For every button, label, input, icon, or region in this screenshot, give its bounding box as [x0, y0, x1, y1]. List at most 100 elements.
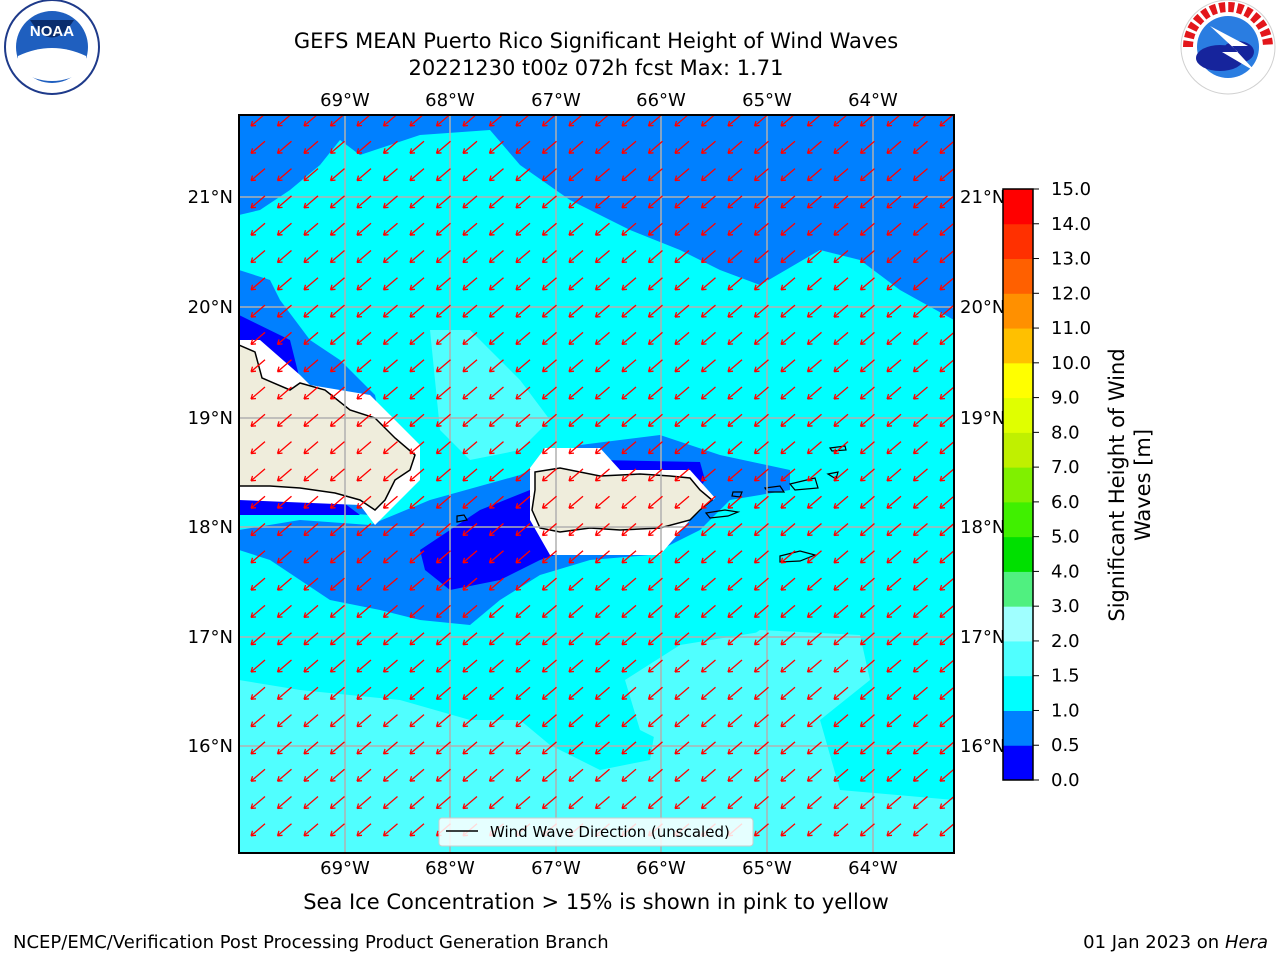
wave-arrow — [250, 741, 266, 755]
wave-arrow — [409, 468, 425, 482]
wave-arrow — [276, 441, 292, 455]
wave-arrow — [886, 195, 902, 209]
wave-arrow — [329, 277, 345, 291]
lon-label-bottom-66w: 66°W — [636, 858, 686, 879]
lon-label-bottom-65w: 65°W — [742, 858, 792, 879]
wave-arrow — [753, 577, 769, 591]
wave-arrow — [780, 277, 796, 291]
wave-arrow — [621, 140, 637, 154]
wave-arrow — [700, 686, 716, 700]
wave-arrow — [329, 714, 345, 728]
wave-arrow — [488, 222, 504, 236]
wave-arrow — [806, 250, 822, 264]
wave-arrow — [515, 195, 531, 209]
wave-arrow — [382, 413, 398, 427]
wave-arrow — [303, 495, 319, 509]
colorbar-tick-label: 1.5 — [1051, 666, 1080, 687]
wave-arrow — [409, 577, 425, 591]
wave-arrow — [250, 604, 266, 619]
wave-arrow — [276, 577, 292, 591]
wave-arrow — [276, 550, 292, 564]
wave-arrow — [833, 768, 849, 782]
wave-arrow — [886, 632, 902, 646]
wave-arrow — [939, 659, 954, 673]
wave-arrow — [329, 304, 345, 318]
wave-arrow — [488, 604, 504, 619]
wave-arrow — [250, 195, 266, 209]
wave-arrow — [462, 495, 478, 509]
wave-arrow — [806, 741, 822, 755]
wave-arrow — [382, 714, 398, 728]
wave-arrow — [912, 140, 928, 154]
wave-arrow — [250, 577, 266, 591]
lon-label-top-67w: 67°W — [531, 90, 581, 111]
wave-arrow — [435, 277, 451, 291]
wave-arrow — [674, 386, 690, 400]
wave-arrow — [541, 659, 557, 673]
colorbar-segment — [1003, 362, 1033, 399]
wave-arrow — [700, 195, 716, 209]
colorbar-tick-label: 11.0 — [1051, 318, 1091, 339]
wave-arrow — [250, 277, 266, 291]
wave-arrow — [727, 550, 743, 564]
wave-arrow — [329, 495, 345, 509]
wave-arrow — [727, 632, 743, 646]
wave-arrow — [462, 168, 478, 182]
wave-arrow — [674, 413, 690, 427]
wave-arrow — [488, 359, 504, 373]
wave-arrow — [303, 359, 319, 373]
wave-arrow — [621, 331, 637, 346]
wave-arrow — [833, 441, 849, 455]
wave-arrow — [382, 823, 398, 837]
wave-arrow — [806, 195, 822, 209]
wave-arrow — [462, 523, 478, 537]
wave-arrow — [382, 277, 398, 291]
wave-arrow — [806, 550, 822, 564]
wave-arrow — [753, 277, 769, 291]
wave-arrow — [700, 277, 716, 291]
lat-label-right-17n: 17°N — [960, 627, 1005, 648]
wave-arrow — [912, 250, 928, 264]
wave-arrow — [541, 222, 557, 236]
wave-arrow — [329, 604, 345, 619]
wave-arrow — [594, 250, 610, 264]
wave-arrow — [435, 222, 451, 236]
wave-arrow — [329, 823, 345, 837]
wave-arrow — [806, 659, 822, 673]
wave-arrow — [435, 796, 451, 810]
wave-arrow — [462, 222, 478, 236]
wave-arrow — [700, 523, 716, 537]
colorbar-tick-label: 4.0 — [1051, 561, 1080, 582]
wave-arrow — [647, 195, 663, 209]
wave-arrow — [382, 250, 398, 264]
wave-arrow — [409, 604, 425, 619]
wave-arrow — [356, 632, 372, 646]
wave-arrow — [541, 768, 557, 782]
wave-arrow — [515, 222, 531, 236]
wave-arrow — [329, 250, 345, 264]
wave-arrow — [382, 577, 398, 591]
wave-arrow — [568, 359, 584, 373]
wave-arrow — [727, 250, 743, 264]
wave-arrow — [409, 632, 425, 646]
wave-arrow — [806, 386, 822, 400]
wave-arrow — [356, 277, 372, 291]
wave-arrow — [833, 359, 849, 373]
wave-arrow — [647, 331, 663, 346]
wave-arrow — [833, 659, 849, 673]
wave-arrow — [356, 168, 372, 182]
wave-arrow — [886, 222, 902, 236]
wave-arrow — [541, 741, 557, 755]
colorbar-segment — [1003, 467, 1033, 503]
wave-arrow — [462, 604, 478, 619]
wave-arrow — [594, 768, 610, 782]
wave-arrow — [276, 304, 292, 318]
wave-arrow — [382, 550, 398, 564]
wave-arrow — [462, 632, 478, 646]
wave-arrow — [276, 768, 292, 782]
wave-arrow — [647, 659, 663, 673]
wave-arrow — [409, 277, 425, 291]
wave-arrow — [886, 140, 902, 154]
wave-arrow — [303, 523, 319, 537]
wave-arrow — [276, 359, 292, 373]
